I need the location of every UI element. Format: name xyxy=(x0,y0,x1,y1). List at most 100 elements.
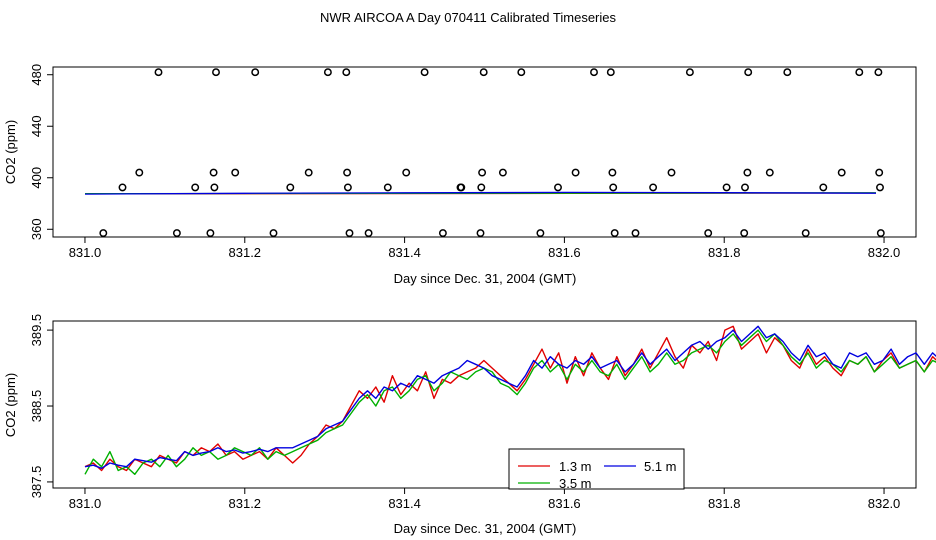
bottom-series-lines xyxy=(84,325,936,475)
scatter-point xyxy=(364,229,373,238)
scatter-point xyxy=(402,168,411,177)
bottom-x-tick-label: 831.4 xyxy=(388,496,421,511)
scatter-point xyxy=(343,183,352,192)
top-series-5-1-m xyxy=(84,191,877,195)
scatter-point xyxy=(610,229,619,238)
top-y-axis: 360 400 440 480 xyxy=(29,64,53,240)
scatter-point xyxy=(783,68,792,77)
series-line-5-1-m xyxy=(84,325,936,469)
scatter-point xyxy=(118,183,127,192)
scatter-point xyxy=(631,229,640,238)
chart-title: NWR AIRCOA A Day 070411 Calibrated Times… xyxy=(320,10,616,25)
bottom-y-tick-label: 388.5 xyxy=(29,390,44,423)
scatter-point xyxy=(251,68,260,77)
scatter-point xyxy=(476,229,485,238)
scatter-point xyxy=(649,183,658,192)
scatter-point xyxy=(154,68,163,77)
bottom-x-tick-label: 831.8 xyxy=(708,496,741,511)
scatter-point xyxy=(536,229,545,238)
scatter-point xyxy=(457,183,466,192)
top-scatter-points xyxy=(99,68,885,238)
scatter-point xyxy=(191,183,200,192)
bottom-x-tick-label: 831.0 xyxy=(69,496,102,511)
scatter-point xyxy=(741,183,749,192)
bottom-panel-timeseries: 831.0 831.2 831.4 831.6 831.8 832.0 387.5 388.… xyxy=(3,314,936,536)
scatter-point xyxy=(498,168,507,177)
scatter-point xyxy=(876,183,884,192)
top-x-tick-label: 831.2 xyxy=(229,245,262,260)
scatter-point xyxy=(874,68,883,77)
scatter-point xyxy=(609,183,618,192)
bottom-x-tick-label: 832.0 xyxy=(868,496,901,511)
bottom-y-tick-label: 389.5 xyxy=(29,314,44,347)
scatter-point xyxy=(571,168,580,177)
scatter-point xyxy=(420,68,429,77)
scatter-point xyxy=(479,68,488,77)
scatter-point xyxy=(608,168,617,177)
scatter-point xyxy=(606,68,615,77)
scatter-point xyxy=(478,168,487,177)
series-line-3-5-m xyxy=(84,329,936,475)
top-x-label: Day since Dec. 31, 2004 (GMT) xyxy=(394,271,577,286)
scatter-point xyxy=(875,168,884,177)
scatter-point xyxy=(704,229,713,238)
scatter-point xyxy=(722,183,731,192)
legend: 1.3 m 3.5 m 5.1 m xyxy=(508,448,685,491)
scatter-point xyxy=(269,229,278,238)
scatter-point xyxy=(135,168,144,177)
bottom-y-axis: 387.5 388.5 389.5 xyxy=(29,314,53,498)
top-y-tick-label: 480 xyxy=(29,64,44,86)
bottom-y-tick-label: 387.5 xyxy=(29,466,44,499)
scatter-point xyxy=(210,183,219,192)
legend-label-5-1m: 5.1 m xyxy=(644,459,677,474)
top-series-lines xyxy=(84,191,877,195)
scatter-point xyxy=(837,168,846,177)
top-plot-frame xyxy=(52,66,917,238)
legend-label-3-5m: 3.5 m xyxy=(559,476,592,491)
scatter-point xyxy=(209,168,218,177)
scatter-point xyxy=(206,229,215,238)
top-y-tick-label: 360 xyxy=(29,218,44,240)
scatter-point xyxy=(172,229,181,238)
scatter-point xyxy=(231,168,240,177)
bottom-x-tick-label: 831.2 xyxy=(229,496,262,511)
scatter-point xyxy=(286,183,295,192)
scatter-point xyxy=(876,229,885,238)
scatter-point xyxy=(438,229,447,238)
top-x-tick-label: 831.4 xyxy=(388,245,421,260)
scatter-point xyxy=(343,168,352,177)
scatter-point xyxy=(383,183,392,192)
bottom-x-tick-label: 831.6 xyxy=(548,496,581,511)
scatter-point xyxy=(744,68,753,77)
scatter-point xyxy=(345,229,354,238)
top-x-tick-label: 831.8 xyxy=(708,245,741,260)
top-x-axis: 831.0 831.2 831.4 831.6 831.8 832.0 xyxy=(69,237,901,260)
scatter-point xyxy=(743,168,752,177)
top-y-tick-label: 400 xyxy=(29,167,44,189)
legend-label-1-3m: 1.3 m xyxy=(559,459,592,474)
bottom-x-axis: 831.0 831.2 831.4 831.6 831.8 832.0 xyxy=(69,488,901,511)
scatter-point xyxy=(477,183,486,192)
scatter-point xyxy=(554,183,562,192)
scatter-point xyxy=(342,68,351,77)
scatter-point xyxy=(819,183,828,192)
top-x-tick-label: 832.0 xyxy=(868,245,901,260)
scatter-point xyxy=(99,229,108,238)
legend-box xyxy=(508,448,685,490)
scatter-point xyxy=(685,68,694,77)
scatter-point xyxy=(212,68,220,77)
bottom-y-label: CO2 (ppm) xyxy=(3,373,18,437)
scatter-point xyxy=(855,68,864,77)
scatter-point xyxy=(740,229,749,238)
top-y-tick-label: 440 xyxy=(29,115,44,137)
scatter-point xyxy=(304,168,313,177)
bottom-x-label: Day since Dec. 31, 2004 (GMT) xyxy=(394,521,577,536)
top-y-label: CO2 (ppm) xyxy=(3,120,18,184)
top-x-tick-label: 831.0 xyxy=(69,245,102,260)
scatter-point xyxy=(517,68,526,77)
top-panel-scatter: 831.0 831.2 831.4 831.6 831.8 832.0 360 400 440… xyxy=(3,64,917,286)
scatter-point xyxy=(667,168,676,177)
bottom-plot-frame xyxy=(52,320,917,489)
scatter-point xyxy=(801,229,810,238)
